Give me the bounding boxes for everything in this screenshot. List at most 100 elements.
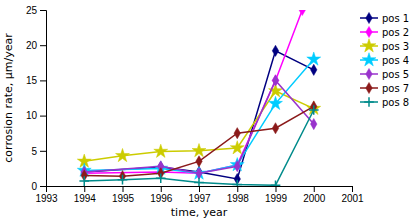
x-tick: 1995	[112, 186, 135, 204]
legend-entry: pos 4	[360, 53, 409, 66]
x-tick: 1999	[265, 186, 288, 204]
legend-entry: pos 7	[360, 82, 409, 93]
x-tick-mark	[123, 186, 124, 192]
y-tick-label: 5	[31, 146, 37, 157]
point	[299, 10, 305, 16]
y-tick-label: 25	[26, 5, 38, 16]
point	[272, 75, 278, 86]
series	[81, 10, 305, 179]
legend-label: pos 1	[382, 13, 409, 24]
legend-entry: pos 5	[360, 68, 409, 79]
series-line	[84, 59, 314, 173]
legend-marker	[366, 26, 372, 37]
y-axis-line	[40, 11, 47, 187]
legend-marker	[366, 82, 372, 93]
point	[269, 96, 283, 109]
x-axis: 1993 1994 1995 1996 1997 1998 1999 2000 2001	[35, 186, 364, 204]
legend-marker	[366, 68, 372, 79]
legend-entry: pos 1	[360, 12, 409, 23]
x-tick-label: 1994	[74, 193, 97, 204]
series	[77, 84, 320, 168]
x-tick-mark	[352, 186, 353, 192]
point	[232, 180, 242, 186]
x-tick-mark	[314, 186, 315, 192]
x-tick-mark	[84, 186, 85, 192]
legend-marker	[366, 12, 372, 23]
y-tick-label: 10	[26, 110, 38, 121]
legend: pos 1 pos 2 pos 3 pos 4 pos 5 pos 7 pos 8	[360, 12, 409, 107]
y-axis: 0 5 10 15 20 25	[26, 5, 47, 192]
legend-entry: pos 2	[360, 26, 409, 37]
point	[271, 180, 281, 186]
x-tick-label: 1997	[188, 193, 211, 204]
point	[311, 118, 317, 129]
point	[156, 173, 166, 183]
legend-entry: pos 8	[360, 97, 409, 108]
point	[309, 105, 319, 115]
x-tick-label: 1993	[35, 193, 58, 204]
x-tick-mark	[199, 186, 200, 192]
x-tick: 2001	[341, 186, 364, 204]
point	[272, 45, 278, 56]
point	[196, 168, 202, 179]
point	[116, 148, 130, 161]
point	[118, 175, 128, 185]
y-tick: 25	[26, 5, 46, 16]
legend-marker	[364, 97, 374, 107]
point	[79, 176, 89, 186]
y-tick: 10	[26, 110, 46, 121]
legend-marker	[362, 53, 376, 66]
series	[79, 105, 318, 186]
x-tick: 1994	[74, 186, 97, 204]
series-line	[84, 110, 314, 185]
legend-label: pos 2	[382, 27, 409, 38]
y-tick: 0	[31, 181, 46, 192]
x-tick-mark	[276, 186, 277, 192]
x-tick: 2000	[303, 186, 326, 204]
x-tick-mark	[237, 186, 238, 192]
y-tick-mark	[40, 10, 46, 11]
point	[192, 143, 206, 156]
point	[234, 128, 240, 139]
x-tick-label: 1995	[112, 193, 135, 204]
x-tick: 1997	[188, 186, 211, 204]
x-tick-label: 1999	[265, 193, 288, 204]
y-tick-label: 15	[26, 75, 38, 86]
y-axis-title: corrosion rate, μm/year	[2, 33, 15, 163]
x-axis-line	[47, 187, 353, 193]
x-tick-label: 2000	[303, 193, 326, 204]
x-tick-label: 2001	[341, 193, 364, 204]
point	[272, 123, 278, 134]
x-tick: 1993	[35, 186, 58, 204]
y-tick-mark	[40, 151, 46, 152]
point	[307, 101, 321, 114]
legend-label: pos 3	[382, 41, 409, 52]
legend-label: pos 5	[382, 69, 409, 80]
legend-label: pos 7	[382, 83, 409, 94]
x-tick-label: 1998	[227, 193, 250, 204]
series	[81, 75, 317, 179]
x-axis-title: time, year	[171, 206, 228, 219]
y-tick-mark	[40, 186, 46, 187]
point	[311, 64, 317, 75]
marks	[77, 10, 320, 186]
series	[77, 52, 320, 179]
y-tick-mark	[40, 45, 46, 46]
series-line	[84, 106, 314, 176]
point	[234, 161, 240, 172]
y-tick: 15	[26, 75, 46, 86]
x-tick: 1998	[227, 186, 250, 204]
point	[307, 52, 321, 65]
x-tick-label: 1996	[150, 193, 173, 204]
legend-label: pos 4	[382, 55, 409, 66]
point	[196, 156, 202, 167]
series-line	[84, 10, 302, 173]
point	[194, 178, 204, 186]
y-tick-label: 0	[31, 181, 37, 192]
point	[154, 144, 168, 157]
legend-label: pos 8	[382, 97, 409, 108]
y-tick: 5	[31, 146, 46, 157]
y-tick: 20	[26, 40, 46, 51]
y-tick-mark	[40, 80, 46, 81]
y-tick-label: 20	[26, 40, 38, 51]
